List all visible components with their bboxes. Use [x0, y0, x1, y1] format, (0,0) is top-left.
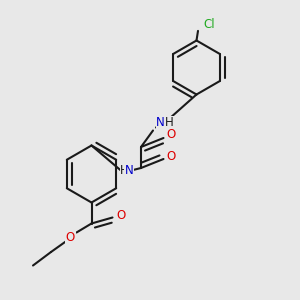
Text: H: H [120, 164, 129, 178]
Text: O: O [116, 208, 125, 222]
Text: N: N [124, 164, 134, 178]
Text: Cl: Cl [203, 18, 215, 32]
Text: H: H [165, 116, 174, 130]
Text: O: O [66, 230, 75, 244]
Text: O: O [167, 149, 176, 163]
Text: N: N [156, 116, 165, 130]
Text: O: O [167, 128, 176, 142]
